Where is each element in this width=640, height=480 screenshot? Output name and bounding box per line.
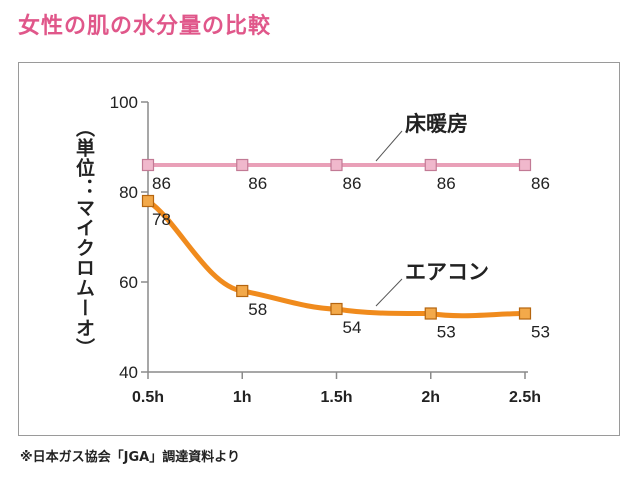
chart-frame bbox=[18, 62, 620, 436]
data-point-marker bbox=[424, 307, 437, 320]
series-line-2 bbox=[145, 198, 528, 319]
data-label: 86 bbox=[343, 174, 362, 193]
y-tick-label: 80 bbox=[119, 183, 138, 202]
data-label: 86 bbox=[437, 174, 456, 193]
data-label: 53 bbox=[531, 323, 550, 342]
data-label: 53 bbox=[437, 323, 456, 342]
data-point-marker bbox=[141, 158, 155, 172]
y-axis-label: （単位：マイクロムーオ） bbox=[73, 118, 95, 358]
x-tick-label: 1.5h bbox=[320, 389, 352, 406]
data-label: 54 bbox=[343, 318, 362, 337]
data-point-marker bbox=[518, 158, 532, 172]
y-tick-label: 60 bbox=[119, 273, 138, 292]
data-label: 86 bbox=[152, 174, 171, 193]
data-label: 78 bbox=[152, 210, 171, 229]
data-label: 58 bbox=[248, 300, 267, 319]
data-label: 86 bbox=[248, 174, 267, 193]
series-name-label: 床暖房 bbox=[405, 112, 468, 136]
data-label: 86 bbox=[531, 174, 550, 193]
series-leader-line bbox=[375, 130, 403, 162]
data-point-marker bbox=[518, 307, 532, 320]
series-name-label: エアコン bbox=[405, 261, 489, 284]
data-point-marker bbox=[330, 158, 343, 172]
data-point-marker bbox=[236, 284, 249, 298]
chart-title: 女性の肌の水分量の比較 bbox=[18, 14, 272, 39]
y-tick-label: 100 bbox=[110, 93, 138, 112]
series-leader-line bbox=[375, 278, 403, 307]
y-tick-label: 40 bbox=[119, 363, 138, 382]
data-point-marker bbox=[330, 302, 343, 316]
x-tick-label: 2.5h bbox=[509, 389, 541, 406]
data-point-marker bbox=[236, 158, 249, 172]
x-tick-label: 0.5h bbox=[132, 389, 164, 406]
x-tick-label: 2h bbox=[421, 389, 440, 406]
x-tick-label: 1h bbox=[233, 389, 252, 406]
data-point-marker bbox=[141, 194, 155, 208]
data-point-marker bbox=[424, 158, 437, 172]
source-footnote: ※日本ガス協会「JGA」調達資料より bbox=[20, 450, 240, 465]
